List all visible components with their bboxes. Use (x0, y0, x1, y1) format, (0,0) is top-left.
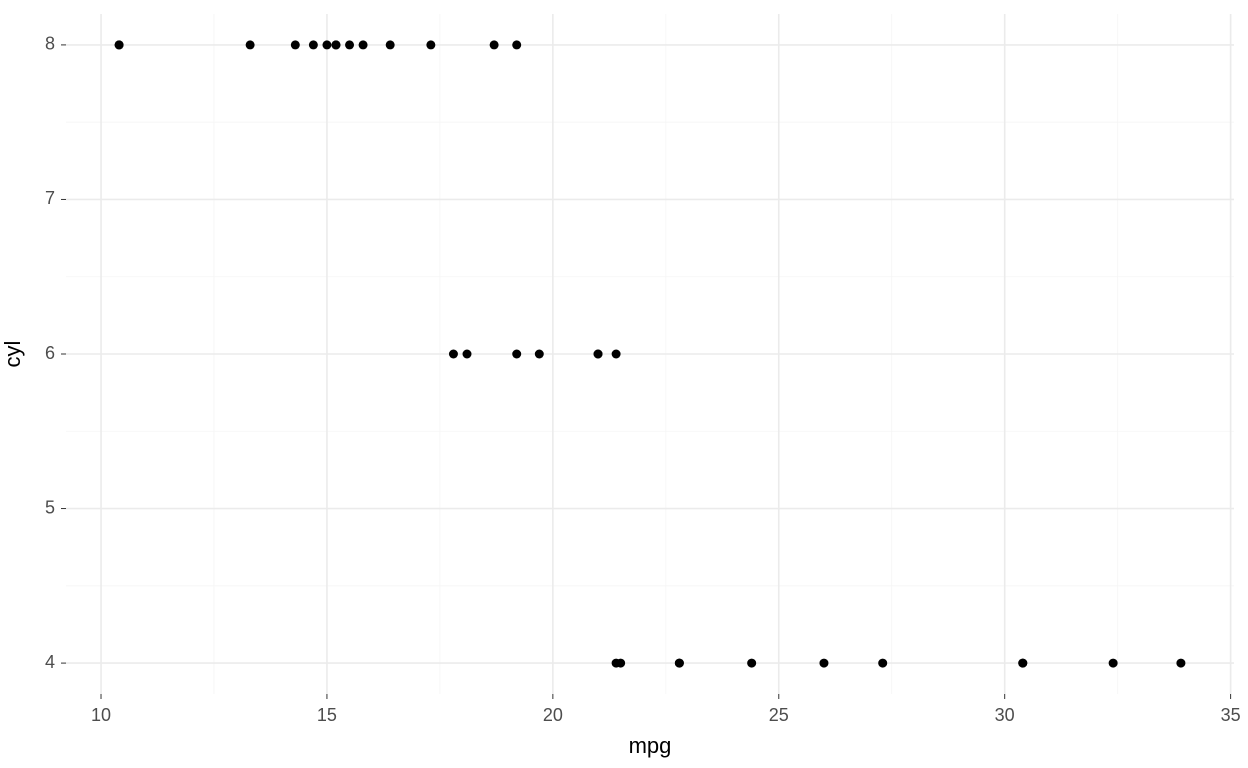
data-point (675, 659, 684, 668)
data-point (246, 40, 255, 49)
data-point (594, 350, 603, 359)
y-tick-label: 4 (45, 652, 55, 672)
y-tick-label: 7 (45, 188, 55, 208)
data-point (1018, 659, 1027, 668)
x-tick-label: 15 (317, 705, 337, 725)
data-point (747, 659, 756, 668)
data-point (512, 40, 521, 49)
data-point (878, 659, 887, 668)
data-point (386, 40, 395, 49)
y-tick-label: 5 (45, 497, 55, 517)
data-point (322, 40, 331, 49)
data-point (535, 350, 544, 359)
data-point (512, 350, 521, 359)
data-point (115, 40, 124, 49)
x-tick-label: 25 (769, 705, 789, 725)
x-tick-label: 30 (995, 705, 1015, 725)
data-point (309, 40, 318, 49)
data-point (359, 40, 368, 49)
x-tick-label: 20 (543, 705, 563, 725)
data-point (819, 659, 828, 668)
data-point (612, 350, 621, 359)
data-point (291, 40, 300, 49)
chart-svg: 10 15 20 25 30 35 4 5 6 7 8 mpg cyl (0, 0, 1248, 768)
x-axis-title: mpg (629, 733, 672, 758)
data-point (1176, 659, 1185, 668)
y-tick-label: 6 (45, 343, 55, 363)
x-tick-label: 10 (91, 705, 111, 725)
data-point (426, 40, 435, 49)
data-point (449, 350, 458, 359)
data-point (612, 659, 621, 668)
data-point (1109, 659, 1118, 668)
y-axis-title: cyl (0, 341, 25, 368)
scatter-chart: 10 15 20 25 30 35 4 5 6 7 8 mpg cyl (0, 0, 1248, 768)
data-point (490, 40, 499, 49)
data-point (345, 40, 354, 49)
y-tick-label: 8 (45, 34, 55, 54)
data-point (331, 40, 340, 49)
x-tick-label: 35 (1221, 705, 1241, 725)
data-point (463, 350, 472, 359)
